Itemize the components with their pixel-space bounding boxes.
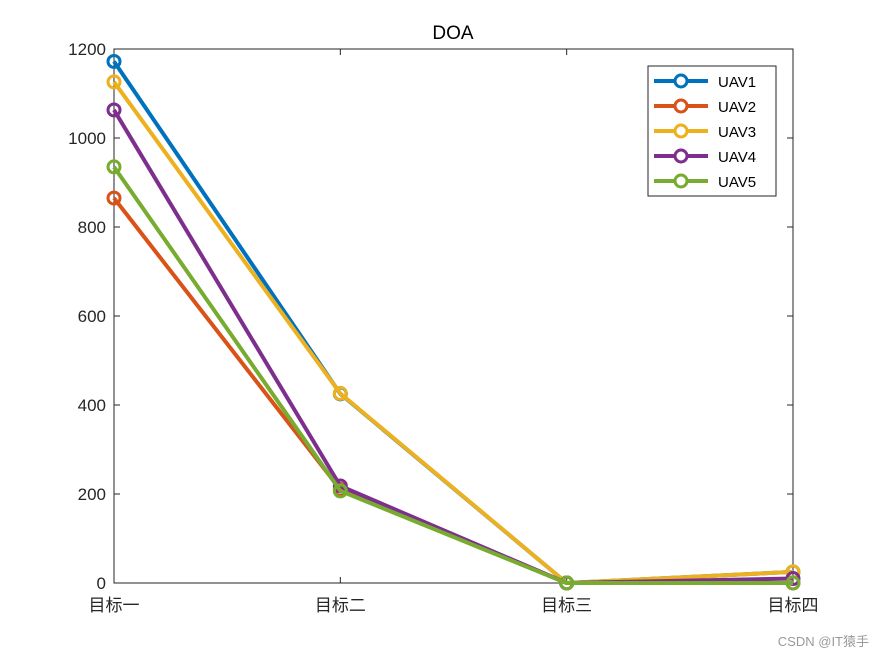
legend-label: UAV3	[718, 124, 756, 141]
y-tick-label: 0	[97, 574, 106, 593]
data-point-uav3	[332, 385, 348, 401]
legend-label: UAV4	[718, 149, 756, 166]
legend-marker	[673, 73, 689, 89]
y-tick-label: 800	[78, 218, 106, 237]
data-point-uav2	[106, 190, 122, 206]
y-tick-label: 1200	[68, 40, 106, 59]
x-tick-label: 目标四	[768, 596, 819, 615]
y-tick-label: 400	[78, 396, 106, 415]
series-line-uav4	[112, 108, 794, 585]
watermark: CSDN @IT猿手	[777, 634, 869, 649]
series-line-uav3	[112, 80, 794, 585]
legend-label: UAV1	[718, 74, 756, 91]
x-tick-label: 目标三	[541, 596, 592, 615]
x-axis: 目标一 目标二 目标三 目标四	[89, 49, 819, 615]
legend-marker	[673, 98, 689, 114]
series-line-uav5	[112, 165, 793, 585]
data-point-uav5	[106, 159, 122, 175]
legend: UAV1 UAV2 UAV3 UAV4 UAV5	[647, 65, 777, 197]
data-point-uav5	[332, 483, 348, 499]
legend-label: UAV2	[718, 99, 756, 116]
legend-label: UAV5	[718, 174, 756, 191]
legend-marker	[673, 173, 689, 189]
y-axis: 0 200 400 600 800 1000 1200	[68, 40, 793, 593]
legend-marker	[673, 148, 689, 164]
data-point-uav5	[785, 575, 801, 591]
y-tick-label: 1000	[68, 129, 106, 148]
legend-marker	[673, 123, 689, 139]
data-point-uav1	[106, 53, 122, 69]
data-point-uav5	[559, 575, 575, 591]
y-tick-label: 600	[78, 307, 106, 326]
x-tick-label: 目标二	[315, 596, 366, 615]
chart-title: DOA	[432, 23, 474, 44]
data-point-uav4	[106, 102, 122, 118]
data-point-uav3	[106, 74, 122, 90]
y-tick-label: 200	[78, 485, 106, 504]
series-layer	[106, 53, 801, 591]
x-tick-label: 目标一	[89, 596, 140, 615]
